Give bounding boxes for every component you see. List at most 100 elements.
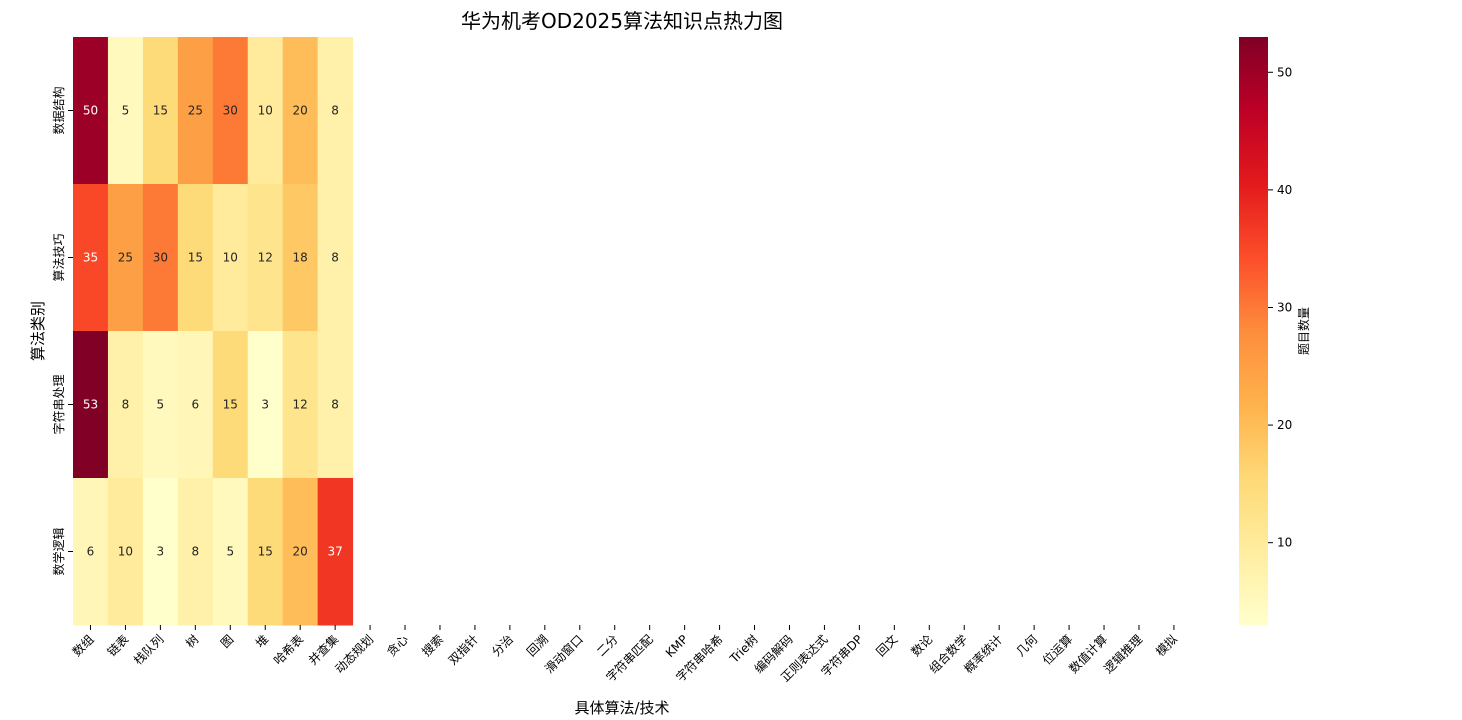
heatmap-cell bbox=[282, 184, 319, 332]
cell-value-label: 10 bbox=[223, 251, 238, 265]
heatmap-cell bbox=[142, 331, 179, 479]
heatmap-cell bbox=[247, 331, 284, 479]
heatmap-cell bbox=[177, 184, 214, 332]
colorbar-tick-label: 50 bbox=[1277, 65, 1292, 79]
cell-value-label: 37 bbox=[327, 545, 342, 559]
heatmap-cell bbox=[73, 184, 109, 332]
x-axis-ticks: 数组 链表 栈队列树图堆哈希表 并查集动态规划 贪心 搜索 双指针 分治 回溯滑动窗口 二分字符串… bbox=[69, 625, 1180, 685]
colorbar: 10 20 30 40 50 bbox=[1239, 37, 1292, 625]
cell-value-label: 30 bbox=[223, 104, 238, 118]
heatmap-cell bbox=[107, 331, 144, 479]
x-tick-label: Trie树 bbox=[726, 632, 761, 667]
x-tick-label: 链表 bbox=[104, 632, 132, 660]
cell-value-label: 8 bbox=[331, 398, 339, 412]
heatmap-cell bbox=[73, 478, 109, 626]
y-tick-label: 数据结构 bbox=[51, 86, 66, 134]
heatmap-cell bbox=[317, 331, 354, 479]
x-tick-label: 概率统计 bbox=[961, 632, 1006, 677]
heatmap-cell bbox=[247, 37, 284, 185]
cell-value-label: 5 bbox=[122, 104, 130, 118]
cell-value-label: 53 bbox=[83, 398, 98, 412]
heatmap-cell bbox=[247, 478, 284, 626]
heatmap-cell bbox=[212, 184, 249, 332]
heatmap-cell bbox=[317, 478, 354, 626]
x-tick-label: 模拟 bbox=[1153, 632, 1180, 659]
heatmap-cell bbox=[177, 37, 214, 185]
cell-value-label: 10 bbox=[118, 545, 133, 559]
colorbar-tick-label: 10 bbox=[1277, 536, 1292, 550]
cell-value-label: 18 bbox=[293, 251, 308, 265]
heatmap-cell bbox=[212, 37, 249, 185]
x-tick-label: 动态规划 bbox=[332, 632, 377, 677]
y-tick-label: 数学逻辑 bbox=[51, 527, 66, 575]
colorbar-gradient bbox=[1239, 37, 1268, 625]
colorbar-tick-label: 20 bbox=[1277, 418, 1292, 432]
x-tick-label: 贪心 bbox=[384, 632, 412, 660]
cell-value-label: 8 bbox=[192, 545, 200, 559]
cell-value-label: 6 bbox=[192, 398, 200, 412]
cell-value-label: 3 bbox=[157, 545, 165, 559]
heatmap-cell bbox=[177, 331, 214, 479]
x-tick-label: 几何 bbox=[1013, 632, 1040, 659]
cell-value-label: 5 bbox=[157, 398, 165, 412]
cell-value-label: 12 bbox=[293, 398, 308, 412]
y-axis-label: 算法类别 bbox=[29, 301, 47, 361]
x-tick-label: 数组 bbox=[69, 632, 97, 660]
cell-value-label: 8 bbox=[331, 104, 339, 118]
cell-value-label: 8 bbox=[331, 251, 339, 265]
x-tick-label: 双指针 bbox=[445, 632, 481, 668]
cell-value-label: 20 bbox=[293, 545, 308, 559]
heatmap-cell bbox=[73, 37, 109, 185]
x-tick-label: 图 bbox=[218, 632, 236, 650]
cell-value-label: 15 bbox=[188, 251, 203, 265]
heatmap-cell bbox=[282, 331, 319, 479]
cell-value-label: 15 bbox=[153, 104, 168, 118]
cell-value-label: 25 bbox=[118, 251, 133, 265]
x-tick-label: 树 bbox=[182, 632, 201, 651]
y-tick-label: 字符串处理 bbox=[51, 374, 66, 434]
heatmap-cell bbox=[107, 184, 144, 332]
cell-value-label: 20 bbox=[293, 104, 308, 118]
cell-value-label: 35 bbox=[83, 251, 98, 265]
heatmap-cell bbox=[73, 331, 109, 479]
heatmap-cell bbox=[142, 37, 179, 185]
heatmap-cell bbox=[212, 331, 249, 479]
cell-value-label: 10 bbox=[258, 104, 273, 118]
cell-value-label: 30 bbox=[153, 251, 168, 265]
chart-title: 华为机考OD2025算法知识点热力图 bbox=[461, 9, 783, 33]
x-tick-label: 堆 bbox=[253, 632, 271, 650]
cell-value-label: 12 bbox=[258, 251, 273, 265]
cell-value-label: 15 bbox=[258, 545, 273, 559]
heatmap-cell bbox=[142, 478, 179, 626]
x-tick-label: 二分 bbox=[594, 632, 621, 659]
x-tick-label: 逻辑推理 bbox=[1101, 632, 1145, 676]
heatmap-cell bbox=[247, 184, 284, 332]
x-tick-label: 栈队列 bbox=[130, 632, 166, 668]
heatmap-cells: 50 5 15 25 30 10 20 835 25 30 15 10 12 18 853 8 5 6 15 3 12 8… bbox=[73, 37, 354, 626]
heatmap-cell bbox=[142, 184, 179, 332]
heatmap-cell bbox=[107, 478, 144, 626]
x-tick-label: 哈希表 bbox=[270, 632, 306, 668]
colorbar-tick-label: 30 bbox=[1277, 300, 1292, 314]
cell-value-label: 6 bbox=[87, 545, 95, 559]
heatmap-cell bbox=[317, 184, 354, 332]
cell-value-label: 5 bbox=[226, 545, 234, 559]
cell-value-label: 25 bbox=[188, 104, 203, 118]
colorbar-label: 题目数量 bbox=[1296, 307, 1311, 355]
x-tick-label: 滑动窗口 bbox=[542, 632, 586, 676]
heatmap-cell bbox=[317, 37, 354, 185]
heatmap-cell bbox=[282, 478, 319, 626]
x-tick-label: 回溯 bbox=[523, 632, 551, 660]
cell-value-label: 3 bbox=[261, 398, 269, 412]
x-tick-label: KMP bbox=[663, 632, 691, 660]
x-axis-label: 具体算法/技术 bbox=[574, 699, 669, 717]
x-tick-label: 数论 bbox=[908, 632, 936, 660]
cell-value-label: 8 bbox=[122, 398, 130, 412]
cell-value-label: 50 bbox=[83, 104, 98, 118]
x-tick-label: 搜索 bbox=[419, 632, 447, 660]
heatmap-cell bbox=[212, 478, 249, 626]
cell-value-label: 15 bbox=[223, 398, 238, 412]
colorbar-tick-label: 40 bbox=[1277, 183, 1292, 197]
y-tick-label: 算法技巧 bbox=[51, 233, 66, 281]
